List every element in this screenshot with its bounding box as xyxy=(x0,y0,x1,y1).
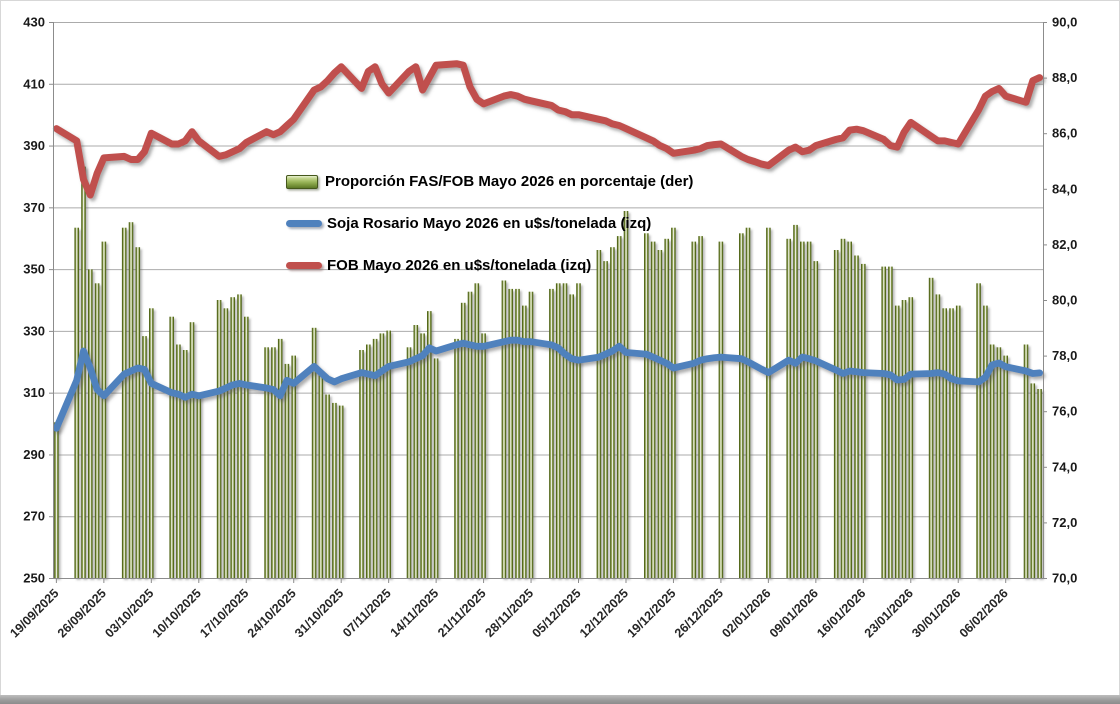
svg-text:10/10/2025: 10/10/2025 xyxy=(150,586,204,640)
svg-text:03/10/2025: 03/10/2025 xyxy=(102,586,156,640)
legend-item-fob: FOB Mayo 2026 en u$s/tonelada (izq) xyxy=(286,253,693,278)
svg-text:72,0: 72,0 xyxy=(1052,515,1077,530)
svg-text:31/10/2025: 31/10/2025 xyxy=(292,586,346,640)
legend-label-fas-fob-ratio: Proporción FAS/FOB Mayo 2026 en porcenta… xyxy=(325,173,694,190)
svg-text:70,0: 70,0 xyxy=(1052,571,1077,586)
svg-text:290: 290 xyxy=(23,447,45,462)
bar-series-legend-icon xyxy=(286,174,318,189)
svg-text:19/12/2025: 19/12/2025 xyxy=(624,586,678,640)
svg-text:05/12/2025: 05/12/2025 xyxy=(529,586,583,640)
svg-text:21/11/2025: 21/11/2025 xyxy=(435,586,489,640)
legend-label-fob: FOB Mayo 2026 en u$s/tonelada (izq) xyxy=(327,257,592,274)
svg-text:14/11/2025: 14/11/2025 xyxy=(388,586,442,640)
fob-line xyxy=(52,60,1044,199)
svg-text:16/01/2026: 16/01/2026 xyxy=(814,586,868,640)
svg-text:88,0: 88,0 xyxy=(1052,70,1077,85)
svg-text:17/10/2025: 17/10/2025 xyxy=(197,586,251,640)
svg-text:82,0: 82,0 xyxy=(1052,237,1077,252)
svg-text:350: 350 xyxy=(23,262,45,277)
svg-text:28/11/2025: 28/11/2025 xyxy=(483,586,537,640)
svg-text:410: 410 xyxy=(23,76,45,91)
chart-legend: Proporción FAS/FOB Mayo 2026 en porcenta… xyxy=(286,169,693,295)
svg-text:390: 390 xyxy=(23,138,45,153)
svg-text:30/01/2026: 30/01/2026 xyxy=(909,586,963,640)
svg-text:250: 250 xyxy=(23,571,45,586)
svg-text:78,0: 78,0 xyxy=(1052,348,1077,363)
legend-label-soja-rosario: Soja Rosario Mayo 2026 en u$s/tonelada (… xyxy=(327,215,652,232)
svg-text:270: 270 xyxy=(23,509,45,524)
svg-text:19/09/2025: 19/09/2025 xyxy=(7,586,61,640)
svg-text:02/01/2026: 02/01/2026 xyxy=(719,586,773,640)
fas-fob-bar-series xyxy=(54,166,1042,579)
svg-text:26/09/2025: 26/09/2025 xyxy=(55,586,109,640)
window-bottom-edge xyxy=(0,695,1120,704)
left-axis-labels: 250 270 290 310 330 350 370 390 410 430 xyxy=(23,15,53,586)
svg-text:07/11/2025: 07/11/2025 xyxy=(340,586,394,640)
svg-text:12/12/2025: 12/12/2025 xyxy=(577,586,631,640)
svg-text:370: 370 xyxy=(23,200,45,215)
svg-text:430: 430 xyxy=(23,15,45,30)
legend-item-soja-rosario: Soja Rosario Mayo 2026 en u$s/tonelada (… xyxy=(286,211,693,236)
svg-text:330: 330 xyxy=(23,323,45,338)
svg-text:24/10/2025: 24/10/2025 xyxy=(245,586,299,640)
svg-text:84,0: 84,0 xyxy=(1052,181,1077,196)
svg-text:80,0: 80,0 xyxy=(1052,293,1077,308)
right-axis-labels: 70,0 72,0 74,0 76,0 78,0 80,0 82,0 84,0 86,0 88,0… xyxy=(1043,15,1077,586)
legend-item-fas-fob-ratio: Proporción FAS/FOB Mayo 2026 en porcenta… xyxy=(286,169,693,194)
red-line-legend-icon xyxy=(286,262,322,269)
soja-rosario-line xyxy=(53,336,1043,432)
svg-text:90,0: 90,0 xyxy=(1052,15,1077,30)
svg-text:23/01/2026: 23/01/2026 xyxy=(862,586,916,640)
svg-text:86,0: 86,0 xyxy=(1052,126,1077,141)
svg-text:74,0: 74,0 xyxy=(1052,459,1077,474)
svg-text:26/12/2025: 26/12/2025 xyxy=(672,586,726,640)
svg-text:09/01/2026: 09/01/2026 xyxy=(767,586,821,640)
blue-line-legend-icon xyxy=(286,220,322,227)
x-axis-labels: 19/09/202526/09/202503/10/202510/10/2025… xyxy=(7,578,1011,640)
svg-text:06/02/2026: 06/02/2026 xyxy=(957,586,1011,640)
svg-text:310: 310 xyxy=(23,385,45,400)
svg-text:76,0: 76,0 xyxy=(1052,404,1077,419)
